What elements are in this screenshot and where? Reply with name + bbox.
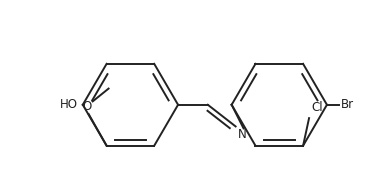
Text: Cl: Cl (311, 101, 323, 114)
Text: O: O (82, 100, 91, 113)
Text: HO: HO (60, 98, 78, 111)
Text: Br: Br (341, 98, 354, 111)
Text: N: N (238, 128, 246, 141)
